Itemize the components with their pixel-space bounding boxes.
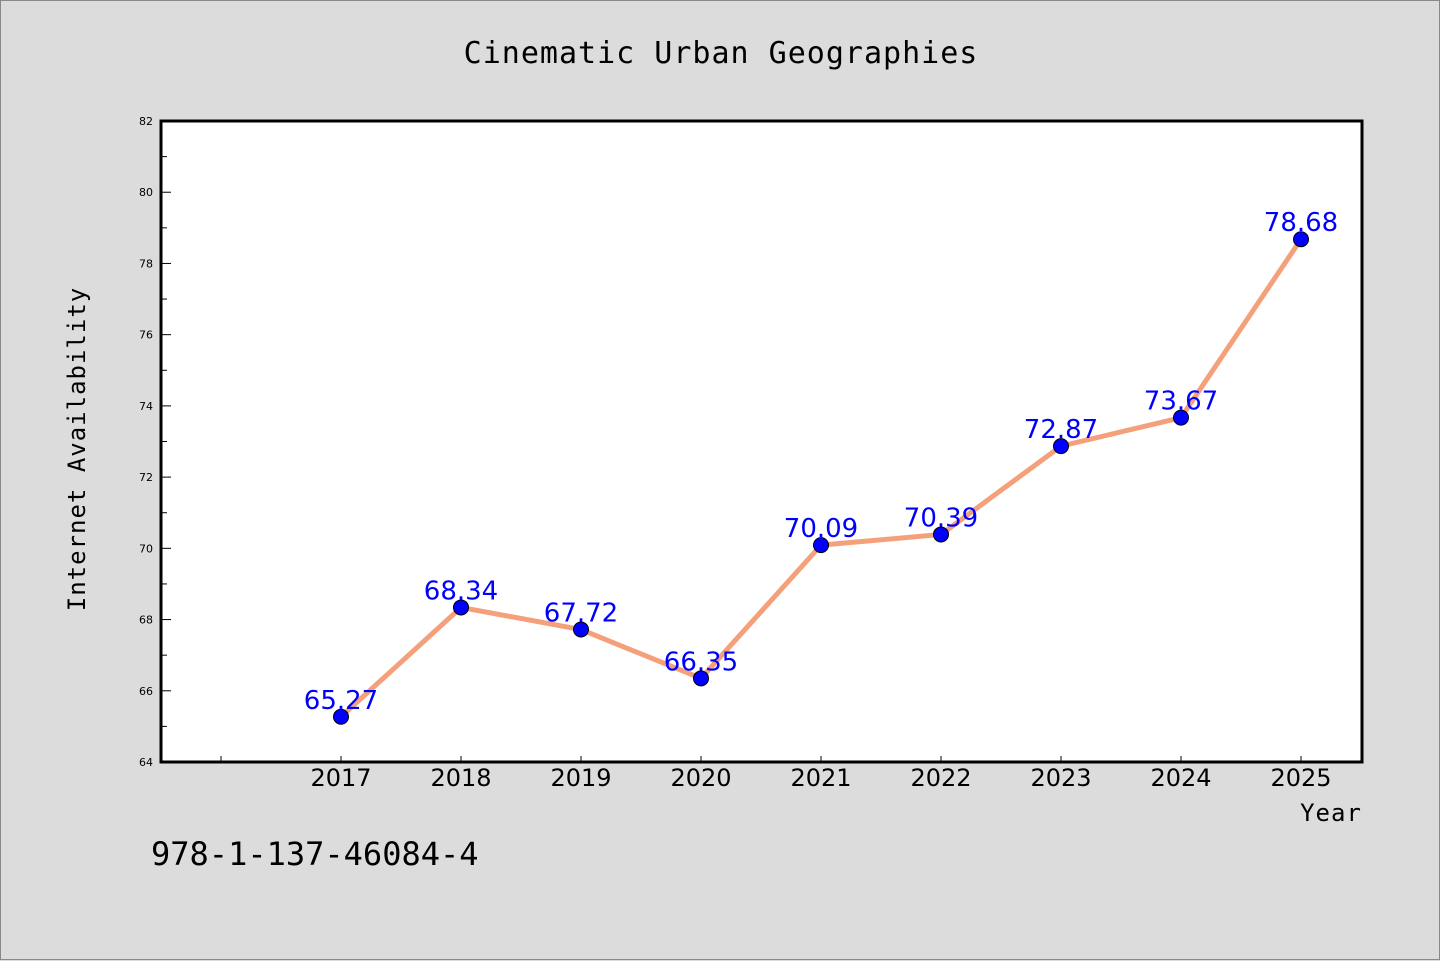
data-point [1293, 231, 1309, 248]
y-tick-label: 64 [139, 756, 153, 769]
plot-area [159, 119, 1364, 764]
x-tick-label: 2019 [550, 764, 611, 792]
y-tick-label: 70 [139, 542, 153, 555]
y-axis-label: Internet Availability [63, 287, 91, 611]
x-tick-label: 2023 [1030, 764, 1091, 792]
x-tick-label: 2020 [670, 764, 731, 792]
y-tick-label: 74 [139, 400, 153, 413]
y-tick-label: 78 [139, 257, 153, 270]
data-point [693, 670, 709, 687]
data-point [333, 708, 349, 725]
x-axis: 2017 2018 2019 2020 2021 2022 2023 2024 2025 [220, 756, 1332, 792]
y-tick-label: 72 [139, 471, 153, 484]
x-tick-label: 2025 [1270, 764, 1331, 792]
data-label: 73.67 [1144, 387, 1218, 417]
data-label: 72.87 [1024, 415, 1098, 445]
series-group [333, 231, 1309, 725]
x-tick-label: 2018 [430, 764, 491, 792]
y-tick-label: 76 [139, 329, 153, 342]
data-point [573, 621, 589, 638]
y-axis: 64 66 68 70 72 74 76 78 80 82 [139, 115, 171, 769]
data-label: 65.27 [304, 686, 378, 716]
data-label: 70.39 [904, 503, 978, 533]
data-point [813, 537, 829, 554]
data-label: 66.35 [664, 647, 738, 677]
data-point [453, 599, 469, 616]
y-tick-label: 80 [139, 186, 153, 199]
data-point [1053, 438, 1069, 455]
data-labels: 65.27 68.34 67.72 66.35 70.09 70.39 72.87 73.67… [304, 208, 1338, 716]
x-axis-label: Year [1300, 799, 1362, 827]
y-tick-label: 82 [139, 115, 153, 128]
x-tick-label: 2021 [790, 764, 851, 792]
data-label: 67.72 [544, 599, 618, 629]
data-label: 78.68 [1264, 208, 1338, 238]
x-tick-label: 2022 [910, 764, 971, 792]
isbn-annotation: 978-1-137-46084-4 [151, 835, 479, 873]
y-tick-label: 66 [139, 685, 153, 698]
x-tick-label: 2024 [1150, 764, 1211, 792]
chart-title: Cinematic Urban Geographies [464, 36, 979, 71]
data-point [1173, 409, 1189, 426]
data-label: 68.34 [424, 576, 498, 606]
y-tick-label: 68 [139, 614, 153, 627]
data-label: 70.09 [784, 514, 858, 544]
data-point [933, 526, 949, 543]
x-tick-label: 2017 [310, 764, 371, 792]
